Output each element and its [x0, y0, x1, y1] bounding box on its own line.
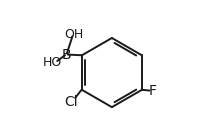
Text: OH: OH	[64, 28, 83, 41]
Text: B: B	[62, 48, 71, 62]
Text: Cl: Cl	[65, 95, 78, 109]
Text: HO: HO	[43, 56, 62, 69]
Text: F: F	[149, 84, 157, 98]
